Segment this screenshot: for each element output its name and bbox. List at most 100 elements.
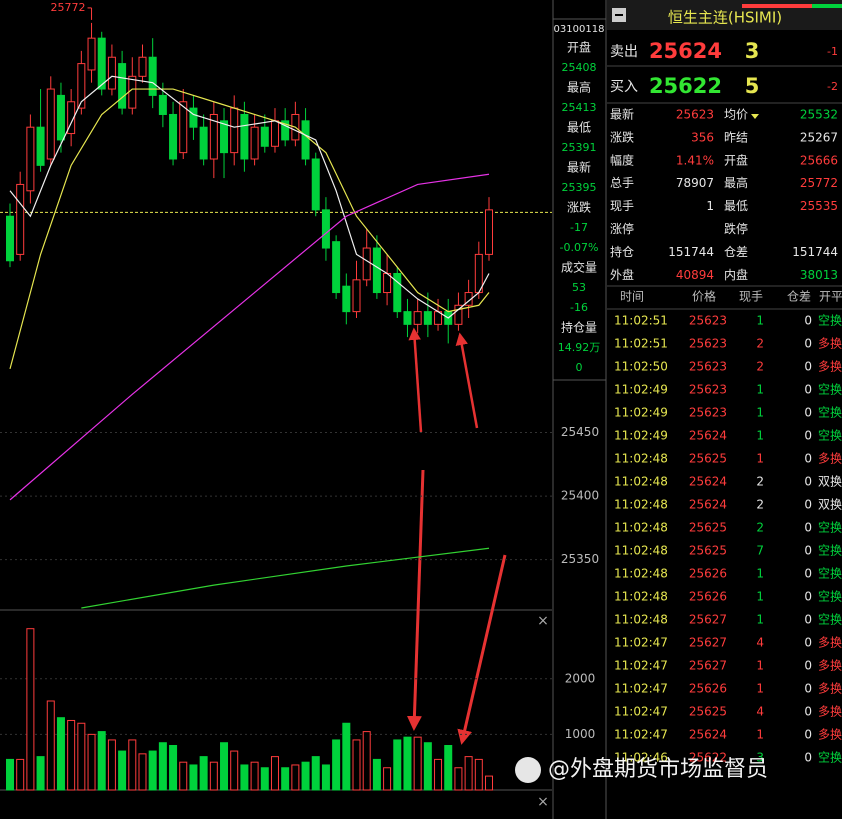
info-value: 25413 xyxy=(562,101,597,114)
stat-label: 跌停 xyxy=(724,221,748,236)
y-tick-label: 1000 xyxy=(565,727,596,741)
trade-cell: 25625 xyxy=(689,521,727,535)
quote-title: 恒生主连(HSIMI) xyxy=(668,9,782,27)
candle-body xyxy=(352,279,361,313)
volume-bar xyxy=(46,700,55,791)
candle-body xyxy=(199,126,208,160)
chart-marks: 253502540025450257721000200003100118开盘25… xyxy=(0,1,842,791)
volume-bar xyxy=(169,745,178,791)
volume-bar xyxy=(87,733,96,791)
y-tick-label: 25450 xyxy=(561,425,599,439)
trade-cell: 空换 xyxy=(818,613,842,627)
trade-cell: 25626 xyxy=(689,590,727,604)
trade-cell: 2 xyxy=(756,498,764,512)
candle-body xyxy=(332,241,341,294)
trade-cell: 4 xyxy=(756,636,764,650)
arrow xyxy=(457,554,507,745)
candle-body xyxy=(107,56,116,90)
trade-cell: 2 xyxy=(756,521,764,535)
trades-header: 现手 xyxy=(739,290,763,304)
y-tick-label: 2000 xyxy=(565,671,596,685)
close-icon[interactable]: × xyxy=(537,794,549,810)
trade-cell: 1 xyxy=(756,613,764,627)
volume-bar xyxy=(148,750,157,791)
info-value: -17 xyxy=(570,221,588,234)
bid-change: -2 xyxy=(827,80,838,93)
volume-bar xyxy=(485,775,493,791)
close-icon[interactable]: × xyxy=(537,613,549,629)
candle-body xyxy=(485,209,493,255)
trade-cell: 0 xyxy=(804,360,812,374)
info-label: 最新 xyxy=(567,160,591,175)
candle-body xyxy=(26,126,35,192)
trade-cell: 多换 xyxy=(818,337,842,351)
info-label: 持仓量 xyxy=(561,320,597,335)
candle-body xyxy=(36,126,45,166)
volume-bar xyxy=(209,761,218,791)
volume-bar xyxy=(240,764,249,791)
volume-bar xyxy=(36,756,45,791)
trade-cell: 11:02:47 xyxy=(614,636,668,650)
volume-bar xyxy=(474,758,483,791)
trade-cell: 25623 xyxy=(689,337,727,351)
trade-cell: 1 xyxy=(756,567,764,581)
trade-cell: 0 xyxy=(804,636,812,650)
candle-body xyxy=(454,304,463,325)
volume-bar xyxy=(362,731,371,791)
trade-cell: 11:02:47 xyxy=(614,728,668,742)
trade-cell: 1 xyxy=(756,314,764,328)
trade-cell: 11:02:48 xyxy=(614,452,668,466)
volume-bar xyxy=(444,745,453,791)
trade-cell: 多换 xyxy=(818,636,842,650)
trade-cell: 0 xyxy=(804,314,812,328)
trade-cell: 25624 xyxy=(689,429,727,443)
volume-bar xyxy=(158,742,167,791)
sort-arrow[interactable] xyxy=(751,114,759,119)
stat-value: 356 xyxy=(691,130,714,144)
stat-label: 幅度 xyxy=(610,152,634,167)
trades-header: 开平 xyxy=(819,290,842,304)
trade-cell: 25624 xyxy=(689,498,727,512)
volume-bar xyxy=(97,731,106,791)
candle-body xyxy=(77,63,86,109)
trade-cell: 11:02:47 xyxy=(614,682,668,696)
trade-cell: 25624 xyxy=(689,475,727,489)
trade-cell: 11:02:49 xyxy=(614,383,668,397)
high-annotation: 25772 xyxy=(51,1,86,14)
volume-bar xyxy=(434,758,443,791)
trade-cell: 0 xyxy=(804,383,812,397)
volume-bar xyxy=(291,764,300,791)
trade-cell: 11:02:51 xyxy=(614,337,668,351)
stat-value: 1.41% xyxy=(676,153,714,167)
volume-bar xyxy=(26,628,35,791)
volume-bar xyxy=(423,742,432,791)
volume-bar xyxy=(321,764,330,791)
stat-label: 开盘 xyxy=(724,152,748,167)
stat-label: 最新 xyxy=(610,107,634,122)
trade-cell: 0 xyxy=(804,705,812,719)
info-value: 53 xyxy=(572,281,586,294)
trade-cell: 11:02:51 xyxy=(614,314,668,328)
info-value: -16 xyxy=(570,301,588,314)
contract-code: 03100118 xyxy=(554,24,605,35)
info-label: 最低 xyxy=(567,121,591,135)
candle-body xyxy=(281,120,290,141)
watermark-logo xyxy=(515,757,541,783)
stat-label: 昨结 xyxy=(724,130,748,144)
trade-cell: 多换 xyxy=(818,360,842,374)
candle-body xyxy=(158,94,167,115)
trade-cell: 3 xyxy=(756,751,764,765)
stat-value: 25535 xyxy=(800,199,838,213)
candle-body xyxy=(16,183,25,255)
info-value: 25395 xyxy=(562,181,597,194)
trade-cell: 11:02:50 xyxy=(614,360,668,374)
volume-bar xyxy=(270,756,279,791)
trade-cell: 空换 xyxy=(818,429,842,443)
trade-cell: 1 xyxy=(756,682,764,696)
candle-body xyxy=(372,247,381,294)
volume-bar xyxy=(301,761,310,791)
trade-cell: 0 xyxy=(804,429,812,443)
volume-bar xyxy=(118,750,127,791)
trade-cell: 0 xyxy=(804,728,812,742)
trade-cell: 0 xyxy=(804,590,812,604)
